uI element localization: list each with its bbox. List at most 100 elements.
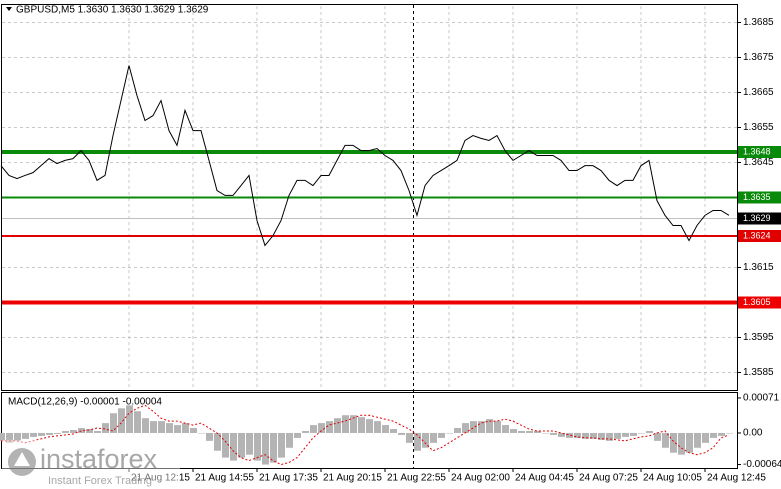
macd-bar (254, 432, 261, 461)
macd-bar (670, 432, 677, 453)
macd-bar (46, 432, 53, 435)
macd-bar (494, 421, 501, 433)
watermark-brand: instaforex (40, 444, 158, 474)
macd-bar (486, 419, 493, 433)
macd-bar (718, 432, 725, 436)
x-tick-label: 21 Aug 22:55 (387, 473, 446, 484)
macd-bar (438, 432, 445, 438)
macd-bar (390, 429, 397, 433)
x-tick-label: 21 Aug 12:15 (131, 473, 190, 484)
y-tick-label: 0.00071 (743, 393, 780, 404)
macd-bar (638, 432, 645, 434)
level-tag (738, 230, 781, 242)
macd-bar (286, 432, 293, 448)
macd-bar (454, 428, 461, 433)
macd-bar (366, 419, 373, 433)
macd-bar (118, 408, 125, 433)
macd-bar (542, 432, 549, 434)
macd-bar (510, 429, 517, 433)
price-line (0, 65, 730, 247)
macd-bar (86, 429, 93, 433)
macd-bar (318, 423, 325, 433)
macd-bar (382, 425, 389, 433)
macd-bar (694, 432, 701, 448)
macd-bar (350, 415, 357, 433)
macd-bar (686, 432, 693, 453)
macd-bar (150, 421, 157, 433)
macd-bar (678, 432, 685, 455)
macd-bar (662, 432, 669, 448)
macd-bar (110, 413, 117, 433)
menu-arrow (6, 7, 12, 11)
macd-bar (182, 423, 189, 433)
macd-bar (710, 432, 717, 438)
macd-bar (358, 417, 365, 433)
watermark-logo-mark (14, 452, 30, 466)
chart-title: GBPUSD,M5 1.3630 1.3630 1.3629 1.3629 (16, 5, 209, 16)
y-tick-label: 1.3665 (743, 87, 774, 98)
macd-bar (230, 432, 237, 461)
macd-bar (654, 432, 661, 441)
macd-bar (270, 432, 277, 463)
macd-bar (326, 421, 333, 433)
macd-bar (166, 423, 173, 433)
x-tick-label: 21 Aug 17:35 (259, 473, 318, 484)
price-panel (1, 4, 738, 391)
y-tick-label: 0.00 (743, 428, 763, 439)
macd-bar (526, 430, 533, 433)
level-label: 1.3635 (743, 192, 771, 202)
macd-bar (550, 432, 557, 435)
macd-bar (558, 432, 565, 437)
macd-bar (398, 432, 405, 435)
macd-bar (198, 432, 205, 434)
macd-bar (294, 432, 301, 438)
level-label: 1.3624 (743, 230, 771, 240)
macd-bar (566, 432, 573, 438)
y-tick-label: 1.3595 (743, 332, 774, 343)
level-tag (738, 296, 781, 309)
watermark: instaforex Instant Forex Trading (2, 440, 180, 488)
macd-bar (630, 432, 637, 436)
x-tick-label: 24 Aug 12:45 (707, 473, 766, 484)
macd-bar (606, 432, 613, 441)
macd-bar (142, 418, 149, 433)
macd-bar (334, 418, 341, 433)
x-tick-label: 24 Aug 07:25 (579, 473, 638, 484)
macd-bar (222, 432, 229, 458)
macd-bar (534, 430, 541, 433)
watermark-tagline: Instant Forex Trading (48, 475, 152, 487)
y-tick-label: -0.00064 (743, 459, 781, 470)
level-tag (738, 191, 781, 204)
y-tick-label: 1.3615 (743, 262, 774, 273)
macd-bar (206, 432, 213, 441)
macd-bar (174, 425, 181, 433)
macd-bar (14, 432, 21, 441)
macd-bar (134, 411, 141, 433)
macd-bar (38, 432, 45, 436)
current-price-label: 1.3629 (743, 213, 771, 223)
macd-bar (126, 405, 133, 433)
macd-bar (342, 415, 349, 433)
y-tick-label: 1.3655 (743, 122, 774, 133)
macd-bar (278, 432, 285, 458)
macd-bar (518, 430, 525, 433)
macd-title: MACD(12,26,9) -0.00001 -0.00004 (8, 397, 162, 408)
macd-bar (158, 421, 165, 433)
macd-bar (246, 432, 253, 455)
macd-bar (262, 432, 269, 465)
macd-bar (414, 432, 421, 451)
macd-bar (646, 430, 653, 433)
macd-bar (582, 432, 589, 439)
macd-bar (462, 423, 469, 433)
x-tick-label: 21 Aug 20:15 (323, 473, 382, 484)
y-tick-label: 1.3675 (743, 52, 774, 63)
macd-bar (78, 428, 85, 433)
macd-bar (406, 432, 413, 443)
macd-bar (590, 432, 597, 439)
macd-bar (446, 432, 453, 434)
macd-bar (598, 432, 605, 440)
macd-bar (102, 423, 109, 433)
y-tick-label: 1.3645 (743, 157, 774, 168)
macd-bar (0, 432, 5, 441)
